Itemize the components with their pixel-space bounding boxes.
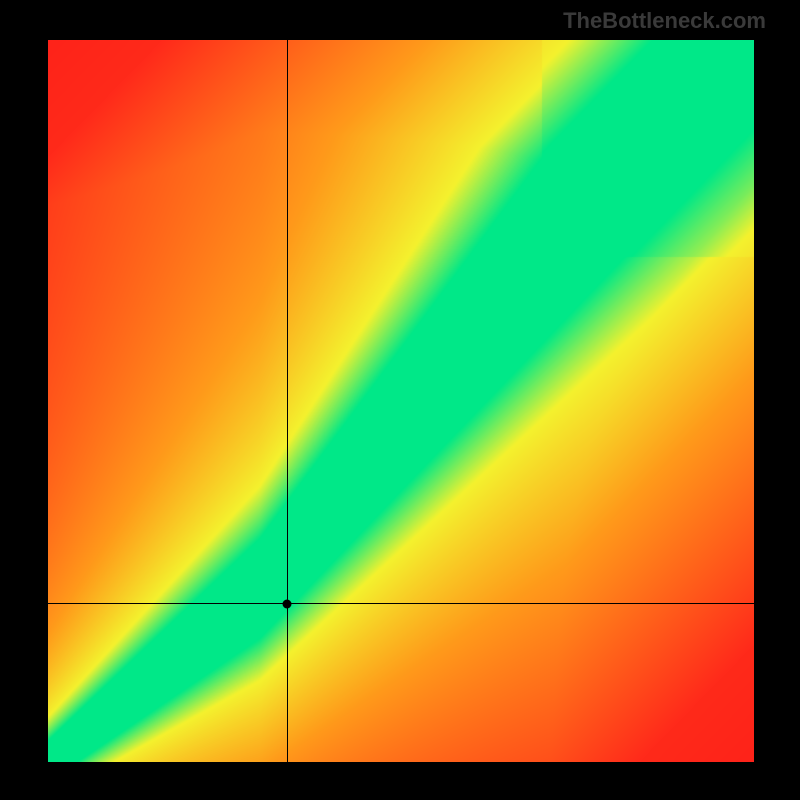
heatmap-canvas	[48, 40, 754, 762]
bottleneck-heatmap	[48, 40, 754, 762]
watermark-label: TheBottleneck.com	[563, 8, 766, 34]
